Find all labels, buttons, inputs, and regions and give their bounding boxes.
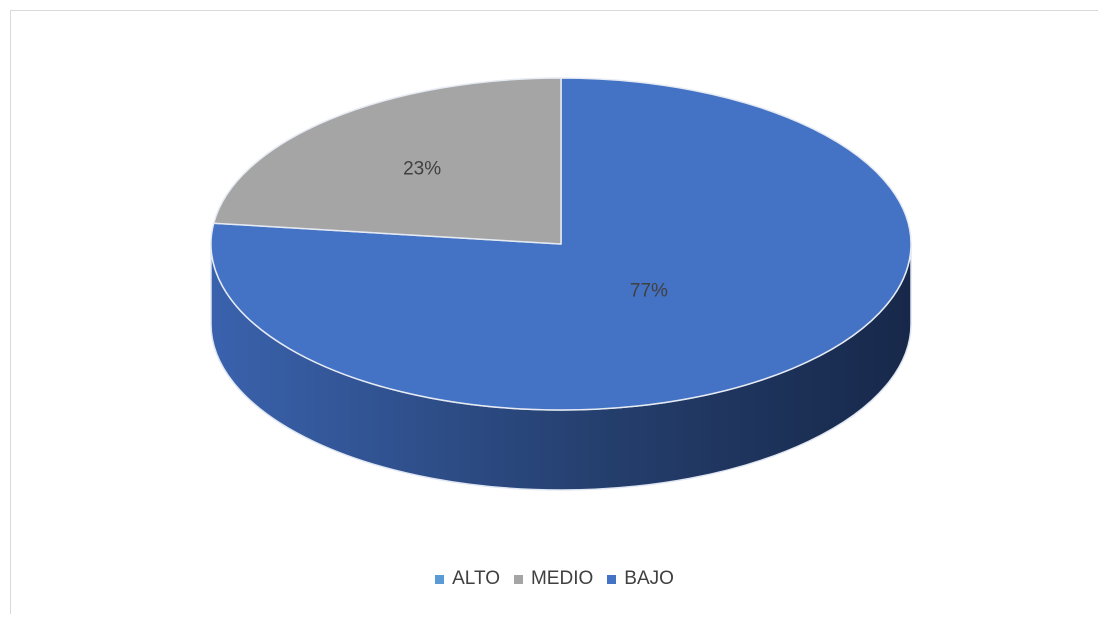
pie-slice-alto bbox=[210, 77, 912, 411]
data-label-alto: 77% bbox=[630, 280, 668, 301]
data-label-medio: 23% bbox=[403, 158, 441, 179]
pie-slice-medio bbox=[213, 77, 562, 245]
legend-label-bajo: BAJO bbox=[624, 568, 674, 589]
legend-item-medio: MEDIO bbox=[513, 568, 594, 590]
legend-item-bajo: BAJO bbox=[607, 568, 674, 590]
legend: ALTO MEDIO BAJO bbox=[11, 568, 1098, 590]
pie-group: 77% 23% bbox=[210, 77, 912, 491]
legend-swatch-medio bbox=[513, 574, 523, 584]
legend-swatch-alto bbox=[435, 574, 445, 584]
chart-area: 77% 23% ALTO MEDIO BAJO bbox=[10, 10, 1098, 614]
legend-label-alto: ALTO bbox=[452, 568, 500, 589]
legend-label-medio: MEDIO bbox=[530, 568, 594, 589]
legend-swatch-bajo bbox=[607, 574, 617, 584]
pie-chart: 77% 23% bbox=[210, 77, 912, 491]
legend-item-alto: ALTO bbox=[435, 568, 500, 590]
